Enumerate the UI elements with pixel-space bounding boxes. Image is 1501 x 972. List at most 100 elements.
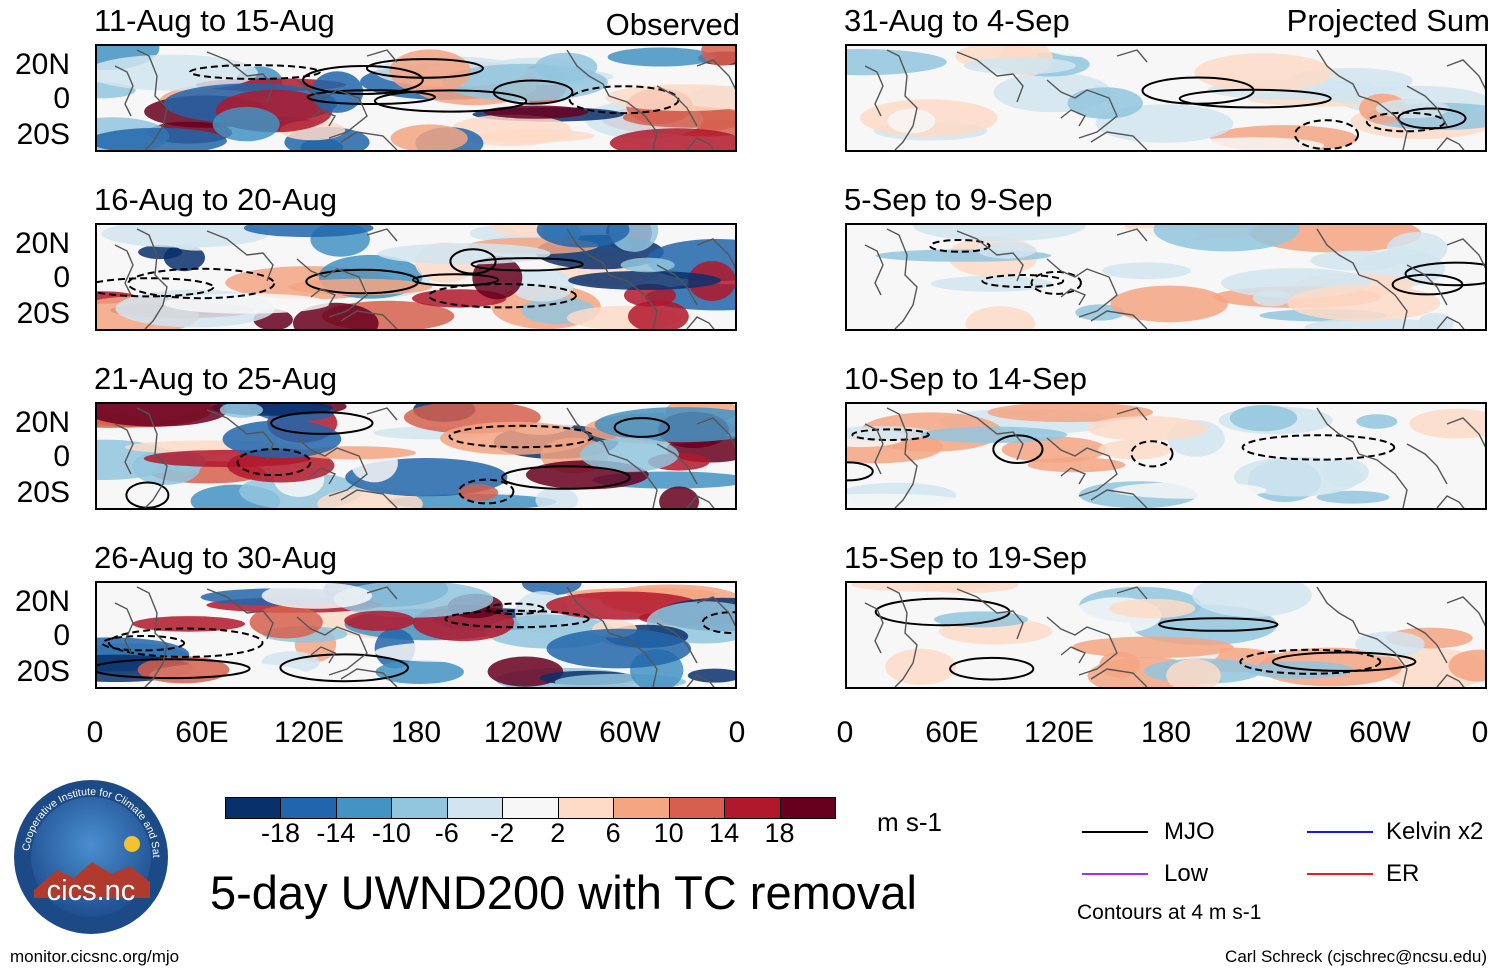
coastline xyxy=(136,228,168,329)
anomaly-blob xyxy=(964,57,1076,75)
coastline xyxy=(1316,49,1360,97)
anomaly-blob xyxy=(915,583,1019,594)
coastline xyxy=(340,489,398,508)
main-title: 5-day UWND200 with TC removal xyxy=(210,866,917,919)
panel-title-left-1: 11-Aug to 15-Aug xyxy=(94,3,335,38)
mjo-contour xyxy=(1294,119,1359,150)
anomaly-map xyxy=(847,404,1485,508)
anomaly-blob xyxy=(659,486,700,508)
colorbar-swatch xyxy=(446,797,504,819)
anomaly-blob xyxy=(1153,225,1300,252)
anomaly-blob xyxy=(1287,285,1441,321)
legend-low-label: Low xyxy=(1164,860,1209,887)
mjo-contour xyxy=(981,274,1065,288)
mjo-contour xyxy=(97,658,251,680)
anomaly-blob xyxy=(1071,636,1234,659)
anomaly-blob xyxy=(1229,404,1298,432)
anomaly-blob xyxy=(1233,456,1363,497)
colorbar-tick-label: -6 xyxy=(434,818,459,848)
coastline xyxy=(956,230,1024,282)
coastline xyxy=(1316,586,1360,634)
coastline xyxy=(366,586,398,600)
lat-label-eq-2: 0 xyxy=(53,261,70,294)
colorbar xyxy=(225,797,836,819)
contour-note: Contours at 4 m s-1 xyxy=(1077,901,1262,924)
anomaly-blob xyxy=(472,255,523,300)
coastline xyxy=(956,588,1024,640)
colorbar-swatch xyxy=(613,797,670,819)
coastline xyxy=(340,310,398,329)
coastline xyxy=(1446,417,1485,448)
lon-label-left-360: 0 xyxy=(728,716,746,749)
coastline xyxy=(956,51,1024,103)
mjo-contour xyxy=(449,248,497,275)
coastline xyxy=(1446,59,1485,90)
coastline xyxy=(206,230,274,282)
anomaly-blob xyxy=(609,128,735,150)
lon-label-left-120w: 120W xyxy=(483,716,563,749)
lat-label-20s-4: 20S xyxy=(16,655,70,688)
mjo-contour xyxy=(1404,261,1485,287)
anomaly-blob xyxy=(1110,285,1228,323)
mjo-contour xyxy=(613,417,670,438)
colorbar-swatch xyxy=(335,797,393,819)
colorbar-tick-label: 14 xyxy=(709,818,740,848)
lon-label-right-60e: 60E xyxy=(925,716,979,749)
mjo-contour xyxy=(501,465,631,490)
coastline xyxy=(1406,264,1448,306)
map-panel-right-2 xyxy=(845,223,1487,331)
coastline xyxy=(1406,85,1448,127)
colorbar-tick-label: -2 xyxy=(490,818,515,848)
panel-title-right-1: 31-Aug to 4-Sep xyxy=(844,3,1070,38)
coastline xyxy=(1116,49,1148,63)
mjo-contour xyxy=(1158,617,1279,632)
footer-url[interactable]: monitor.cicsnc.org/mjo xyxy=(10,947,180,966)
coastline xyxy=(114,423,134,475)
logo-text: cics.nc xyxy=(47,875,136,907)
colorbar-swatch xyxy=(225,797,282,819)
coastline xyxy=(310,646,337,664)
coastline xyxy=(686,495,715,508)
anomaly-blob xyxy=(1192,583,1312,617)
coastline xyxy=(296,437,368,497)
anomaly-blob xyxy=(219,404,263,418)
map-panel-left-3 xyxy=(95,402,737,510)
projected-sum-header: Projected Sum xyxy=(1286,3,1490,38)
anomaly-blob xyxy=(1316,490,1390,504)
mjo-contour xyxy=(992,434,1044,465)
mjo-contour xyxy=(1178,88,1332,109)
anomaly-blob xyxy=(1194,53,1333,92)
coastline xyxy=(696,417,735,448)
anomaly-blob xyxy=(1075,304,1125,321)
colorbar-tick-label: -14 xyxy=(316,818,356,848)
panel-title-right-2: 5-Sep to 9-Sep xyxy=(844,182,1053,217)
colorbar-tick-label: 10 xyxy=(653,818,684,848)
mjo-contour xyxy=(412,273,500,287)
anomaly-blob xyxy=(138,245,183,260)
coastline xyxy=(864,65,884,117)
coastline xyxy=(340,131,398,150)
anomaly-blob xyxy=(847,49,947,76)
anomaly-blob xyxy=(374,642,515,662)
mjo-contour xyxy=(1241,434,1396,461)
lon-label-right-120e: 120E xyxy=(1023,716,1095,749)
coastline xyxy=(608,95,658,150)
coastline xyxy=(886,407,918,508)
mjo-contour xyxy=(306,89,436,105)
mjo-contour xyxy=(365,58,484,79)
mjo-contour xyxy=(1030,270,1082,295)
coastline xyxy=(310,109,337,127)
coastline xyxy=(1116,407,1148,421)
anomaly-blob xyxy=(965,306,1036,329)
mjo-contour xyxy=(470,257,584,272)
coastline xyxy=(656,443,698,485)
coastline xyxy=(1316,228,1360,276)
legend-low-line xyxy=(1082,873,1148,875)
coastline xyxy=(1358,453,1408,508)
anomaly-map xyxy=(847,583,1485,687)
panel-title-right-3: 10-Sep to 14-Sep xyxy=(844,361,1088,396)
mjo-contour xyxy=(427,282,577,309)
mjo-contour xyxy=(1239,648,1382,675)
mjo-contour xyxy=(125,481,170,508)
lat-label-20n-3: 20N xyxy=(14,406,70,439)
